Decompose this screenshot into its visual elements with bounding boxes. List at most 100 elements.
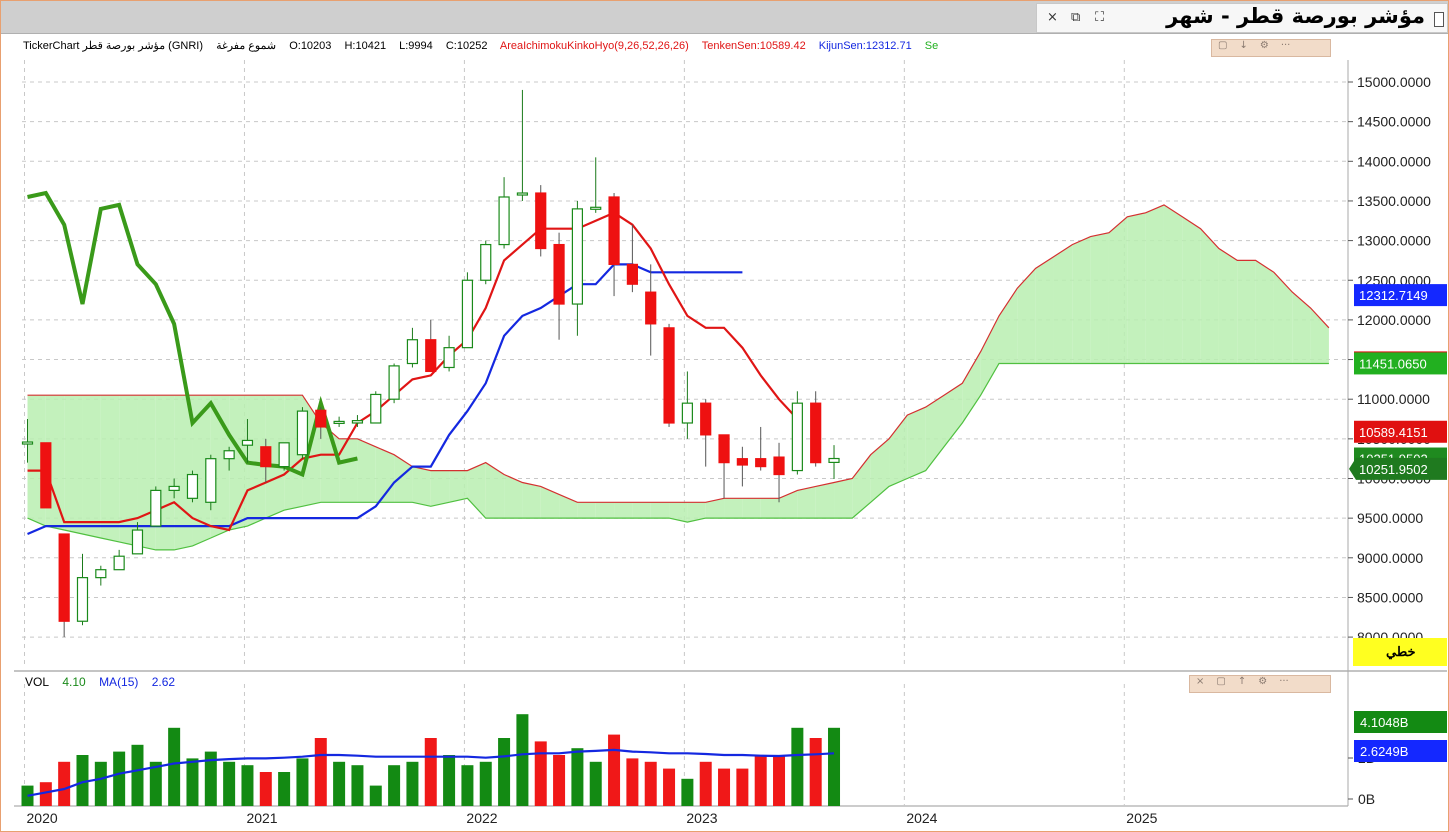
- volume-bar: [516, 714, 529, 806]
- ichimoku-cloud-segment: [100, 395, 120, 542]
- kijun-sen-line: [27, 263, 743, 536]
- more-icon[interactable]: ···: [1280, 40, 1291, 51]
- candle-body: [828, 457, 840, 464]
- ichimoku-cloud-segment: [174, 395, 193, 550]
- candle-body: [626, 263, 638, 285]
- volume-bar: [168, 727, 181, 806]
- candle-body: [480, 243, 492, 281]
- volume-bar: [828, 727, 841, 806]
- ichimoku-cloud-segment: [247, 395, 266, 527]
- tenkan-value: TenkenSen:10589.42: [701, 40, 806, 52]
- settings-icon[interactable]: ⚙: [1259, 40, 1269, 51]
- candle-body: [718, 434, 730, 464]
- y-tick-label: 14000.0000: [1357, 153, 1431, 169]
- price-panel-toolbar: ▢ ↓ ⚙ ···: [1211, 39, 1331, 57]
- volume-bar: [461, 765, 474, 806]
- volume-bar: [94, 761, 107, 806]
- volume-bar: [479, 761, 492, 806]
- volume-bar: [754, 755, 767, 806]
- candle-body: [406, 339, 419, 365]
- ichimoku-cloud-segment: [412, 466, 431, 507]
- volume-ma-badge: [1354, 740, 1447, 762]
- ichimoku-cloud-segment: [119, 395, 138, 546]
- ichimoku-cloud-segment: [1127, 212, 1146, 364]
- senkou-value: Se: [924, 40, 939, 52]
- candle-body: [571, 208, 584, 305]
- volume-bar: [131, 744, 144, 806]
- ichimoku-cloud-segment: [1200, 228, 1219, 364]
- price-badge: [1354, 420, 1447, 443]
- move-up-icon[interactable]: ↑: [1237, 676, 1247, 687]
- window-checkbox[interactable]: [1434, 12, 1444, 27]
- volume-info: VOL 4.10 MA(15) 2.62: [25, 675, 185, 689]
- volume-bar: [736, 768, 749, 806]
- y-tick-label: 8500.0000: [1357, 589, 1423, 605]
- ichimoku-cloud-segment: [430, 470, 450, 507]
- ichimoku-cloud-segment: [870, 438, 890, 503]
- volume-tick-label: 0B: [1358, 791, 1375, 807]
- ichimoku-cloud-segment: [229, 395, 248, 531]
- volume-bar: [663, 768, 676, 806]
- ichimoku-cloud-segment: [742, 498, 761, 519]
- candle-body: [40, 442, 52, 509]
- ichimoku-cloud-segment: [852, 454, 871, 519]
- title-box: × ⧉ ⛶ مؤشر بورصة قطر - شهر: [1036, 3, 1448, 33]
- ichimoku-cloud-segment: [834, 478, 853, 519]
- ichimoku-cloud-segment: [1053, 244, 1073, 364]
- kijun-value: KijunSen:12312.71: [818, 40, 912, 52]
- more-icon[interactable]: ···: [1279, 676, 1289, 687]
- volume-bar: [186, 758, 199, 806]
- ichimoku-cloud-segment: [889, 415, 908, 487]
- volume-value: 4.10: [62, 675, 86, 689]
- ichimoku-cloud-segment: [522, 482, 541, 519]
- ichimoku-cloud-segment: [1273, 272, 1293, 364]
- candle-body: [535, 192, 547, 250]
- volume-bar: [553, 755, 566, 806]
- ichimoku-cloud-segment: [339, 438, 358, 503]
- x-tick-label: 2020: [27, 810, 58, 826]
- close-icon[interactable]: ×: [1047, 10, 1058, 25]
- ichimoku-cloud-segment: [504, 474, 523, 519]
- ichimoku-cloud-segment: [1090, 232, 1109, 364]
- ichimoku-cloud-segment: [687, 502, 706, 523]
- volume-bar: [571, 748, 584, 806]
- volume-bar: [809, 738, 822, 806]
- y-tick-label: 12000.0000: [1357, 312, 1431, 328]
- ichimoku-cloud-segment: [1108, 216, 1128, 364]
- move-down-icon[interactable]: ↓: [1239, 40, 1248, 51]
- ichimoku-cloud-segment: [540, 486, 560, 519]
- close-panel-icon[interactable]: ×: [1196, 676, 1205, 687]
- pin-icon[interactable]: ⛶: [1095, 10, 1105, 25]
- settings-icon[interactable]: ⚙: [1258, 676, 1268, 687]
- ichimoku-cloud-segment: [779, 490, 798, 519]
- ichimoku-cloud-segment: [1237, 260, 1256, 364]
- volume-bar: [681, 778, 694, 806]
- ichimoku-cloud-segment: [559, 494, 578, 519]
- ichimoku-cloud-segment: [705, 498, 725, 519]
- candle-body: [186, 473, 199, 499]
- ichimoku-cloud-segment: [650, 502, 670, 519]
- volume-panel-toolbar: × ▢ ↑ ⚙ ···: [1189, 675, 1331, 693]
- volume-bar: [259, 772, 272, 806]
- last-price-badge: [1349, 457, 1447, 480]
- ichimoku-cloud-segment: [1255, 260, 1274, 364]
- volume-bar: [443, 755, 456, 806]
- volume-bar: [699, 761, 712, 806]
- price-info-bar: TickerChart مؤشر بورصة قطر (GNRI) شموع م…: [23, 39, 948, 55]
- candle-body: [590, 206, 602, 210]
- candle-body: [315, 409, 327, 428]
- ichimoku-cloud-segment: [1035, 256, 1054, 364]
- senkou-span-b-line: [27, 362, 1329, 551]
- ichimoku-cloud-segment: [1310, 308, 1329, 364]
- candle-body: [113, 555, 125, 571]
- price-badge: [1354, 284, 1447, 307]
- y-tick-label: 11000.0000: [1357, 391, 1430, 407]
- restore-icon[interactable]: ⧉: [1071, 10, 1081, 25]
- maximize-panel-icon[interactable]: ▢: [1216, 676, 1226, 687]
- scale-mode-badge: [1353, 638, 1447, 666]
- ichimoku-cloud-segment: [1218, 248, 1238, 364]
- x-tick-label: 2025: [1126, 810, 1157, 826]
- low-value: L:9994: [399, 40, 433, 52]
- maximize-panel-icon[interactable]: ▢: [1218, 40, 1228, 51]
